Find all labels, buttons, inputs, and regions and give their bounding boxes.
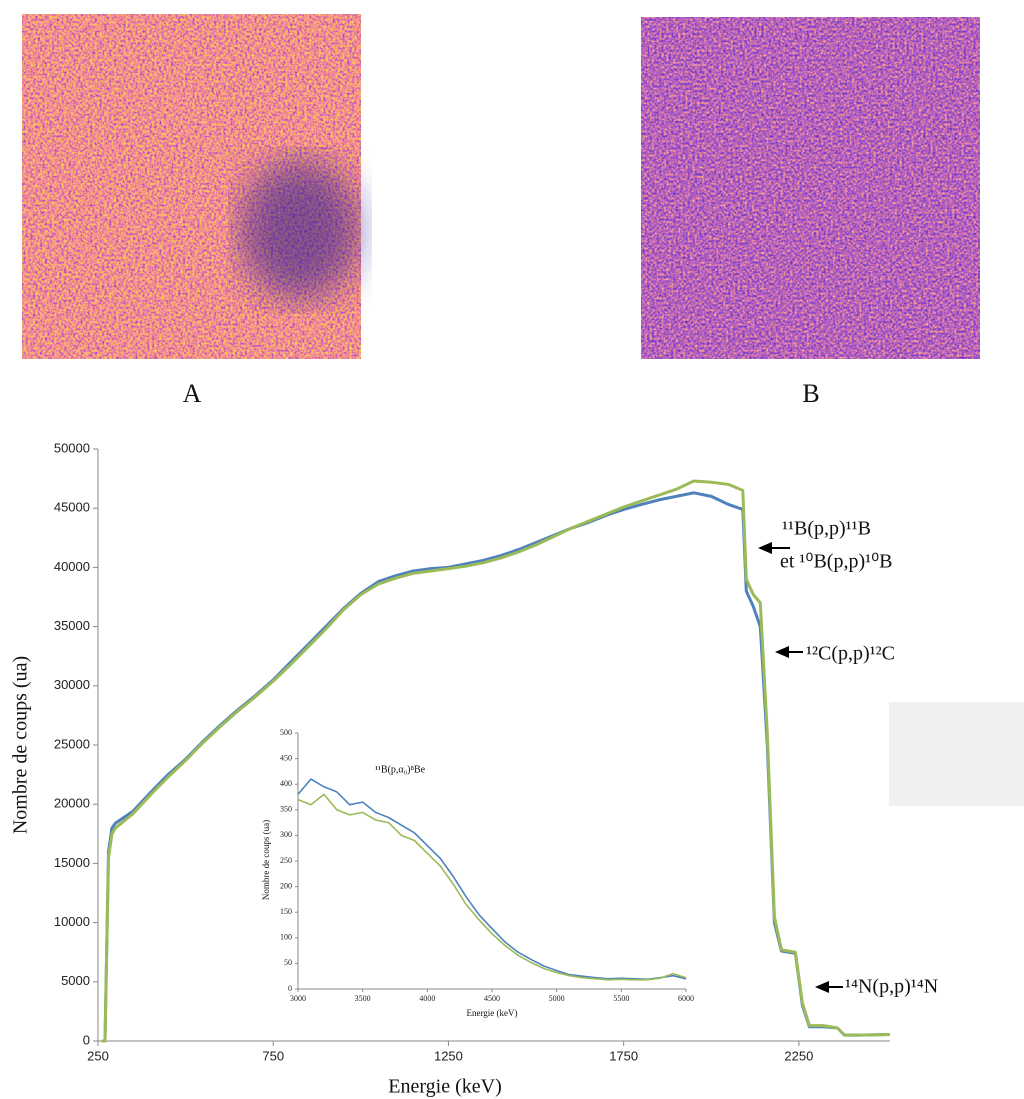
y-axis-label: Nombre de coups (ua) <box>261 820 271 900</box>
series-line <box>297 793 687 981</box>
x-axis-label: Energie (keV) <box>388 1076 501 1098</box>
y-tick-label: 20000 <box>54 796 90 811</box>
y-tick-label: 50 <box>284 958 292 967</box>
y-tick-label: 0 <box>83 1032 90 1047</box>
y-tick-label: 50000 <box>54 440 90 455</box>
y-tick-label: 300 <box>280 830 292 839</box>
x-tick-label: 3000 <box>290 994 306 1003</box>
y-tick-label: 200 <box>280 881 292 890</box>
x-tick-label: 5000 <box>549 994 565 1003</box>
x-tick-label: 750 <box>262 1048 284 1063</box>
annotation: ¹¹B(p,p)¹¹B <box>782 518 871 540</box>
y-tick-label: 40000 <box>54 559 90 574</box>
y-tick-label: 400 <box>280 779 292 788</box>
y-tick-label: 450 <box>280 753 292 762</box>
x-tick-label: 4000 <box>419 994 435 1003</box>
x-tick-label: 6000 <box>678 994 694 1003</box>
y-tick-label: 500 <box>280 728 292 737</box>
y-tick-label: 0 <box>288 984 292 993</box>
inset-title: ¹¹B(p,α₀)⁸Be <box>375 764 426 775</box>
y-tick-label: 250 <box>280 856 292 865</box>
y-tick-label: 100 <box>280 933 292 942</box>
x-tick-label: 5500 <box>613 994 629 1003</box>
gray-box <box>889 702 1024 806</box>
y-tick-label: 350 <box>280 805 292 814</box>
y-tick-label: 25000 <box>54 736 90 751</box>
annotation: ¹⁴N(p,p)¹⁴N <box>845 976 938 998</box>
heatmap-b <box>641 17 980 359</box>
panel-label: B <box>802 379 819 408</box>
panel-label: A <box>183 379 202 408</box>
y-tick-label: 45000 <box>54 500 90 515</box>
x-tick-label: 1750 <box>609 1048 638 1063</box>
series-line <box>297 778 687 981</box>
y-tick-label: 5000 <box>61 973 90 988</box>
y-tick-label: 15000 <box>54 855 90 870</box>
y-axis-label: Nombre de coups (ua) <box>10 656 32 834</box>
x-tick-label: 250 <box>87 1048 109 1063</box>
y-tick-label: 150 <box>280 907 292 916</box>
heatmap-a-spot <box>240 160 360 300</box>
y-tick-label: 10000 <box>54 914 90 929</box>
annotation: ¹²C(p,p)¹²C <box>806 643 895 665</box>
y-tick-label: 30000 <box>54 677 90 692</box>
x-tick-label: 3500 <box>355 994 371 1003</box>
annotation: et ¹⁰B(p,p)¹⁰B <box>780 551 892 573</box>
x-tick-label: 4500 <box>484 994 500 1003</box>
x-tick-label: 1250 <box>434 1048 463 1063</box>
inset-background <box>250 720 700 1030</box>
series-line <box>101 479 891 1043</box>
x-tick-label: 2250 <box>784 1048 813 1063</box>
y-tick-label: 35000 <box>54 618 90 633</box>
x-axis-label: Energie (keV) <box>466 1008 517 1018</box>
